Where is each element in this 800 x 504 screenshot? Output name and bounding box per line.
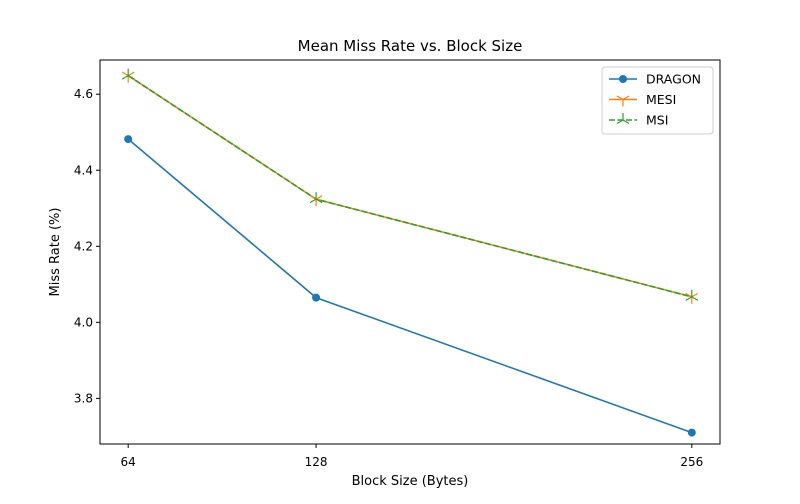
y-tick-label: 4.0 [74, 315, 93, 329]
legend-item-msi: MSI [609, 113, 668, 128]
y-tick-label: 3.8 [74, 391, 93, 405]
x-axis-label: Block Size (Bytes) [352, 474, 469, 489]
x-tick-label: 256 [680, 455, 703, 469]
legend-marker [616, 95, 630, 107]
legend: DRAGON MESI MSI [601, 66, 714, 135]
data-point-dragon [312, 293, 321, 302]
legend-entries: DRAGON MESI MSI [609, 72, 701, 128]
legend-marker [619, 75, 627, 83]
legend-label: DRAGON [646, 72, 701, 87]
y-axis-label: Miss Rate (%) [48, 208, 63, 297]
x-tick-label: 128 [305, 455, 328, 469]
data-point-dragon [124, 135, 133, 144]
data-point-msi [309, 192, 323, 204]
data-point-mesi [685, 292, 699, 304]
data-point-msi [685, 289, 699, 301]
legend-item-mesi: MESI [609, 92, 676, 107]
y-tick-label: 4.6 [74, 87, 93, 101]
x-axis-ticks: 64 128 256 [121, 444, 703, 469]
legend-label: MSI [646, 113, 668, 128]
data-point-dragon [687, 428, 696, 437]
data-point-msi [121, 68, 135, 80]
legend-box [601, 66, 714, 135]
legend-label: MESI [646, 92, 676, 107]
data-point-mesi [121, 71, 135, 83]
plot-area-frame [99, 59, 721, 445]
y-tick-label: 4.4 [74, 163, 93, 177]
x-tick-label: 64 [121, 455, 136, 469]
legend-marker [616, 113, 630, 125]
series-markers [121, 68, 699, 437]
data-point-mesi [309, 195, 323, 207]
y-tick-label: 4.2 [74, 239, 93, 253]
y-axis-ticks: 3.8 4.0 4.2 4.4 4.6 [74, 87, 100, 405]
legend-item-dragon: DRAGON [609, 72, 701, 87]
chart-title: Mean Miss Rate vs. Block Size [298, 37, 523, 55]
